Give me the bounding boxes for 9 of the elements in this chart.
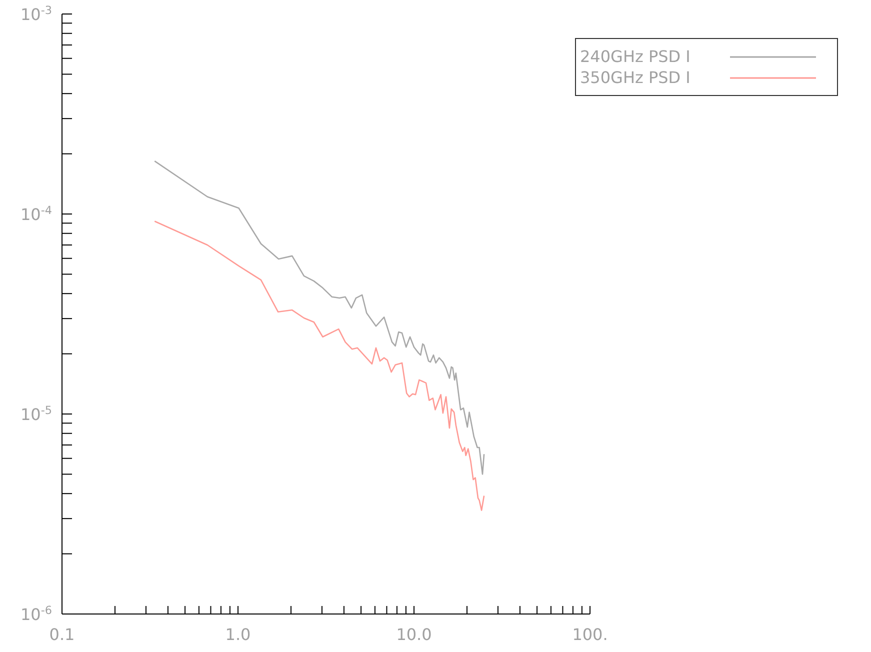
x-tick-label: 10.0	[396, 625, 432, 644]
legend-box: 240GHz PSD I 350GHz PSD I	[575, 38, 838, 96]
y-tick-label: 10$^{-5}$	[20, 404, 52, 424]
y-tick-label: 10$^{-4}$	[20, 204, 52, 224]
x-tick-label: 100.	[572, 625, 608, 644]
y-tick-label: 10$^{-3}$	[20, 4, 52, 24]
x-tick-label: 0.1	[49, 625, 75, 644]
y-tick-label: 10$^{-6}$	[20, 604, 52, 624]
x-tick-label: 1.0	[225, 625, 251, 644]
